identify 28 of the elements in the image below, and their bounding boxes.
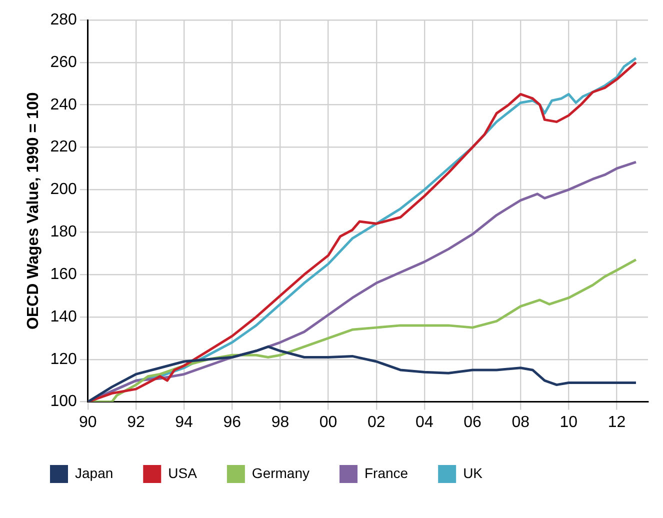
legend-label: Japan — [75, 464, 114, 481]
x-tick-label: 90 — [78, 414, 97, 431]
y-tick-label: 260 — [50, 54, 77, 71]
y-axis-title: OECD Wages Value, 1990 = 100 — [25, 92, 42, 330]
y-tick-label: 160 — [50, 266, 77, 283]
x-tick-label: 10 — [560, 414, 578, 431]
x-tick-label: 96 — [223, 414, 242, 431]
x-tick-label: 08 — [512, 414, 530, 431]
legend-label: France — [364, 464, 408, 481]
x-tick-label: 94 — [175, 414, 194, 431]
y-tick-label: 220 — [50, 138, 77, 156]
x-tick-label: 02 — [367, 414, 386, 431]
y-tick-label: 140 — [50, 308, 77, 326]
x-tick-label: 00 — [319, 414, 338, 431]
legend-label: Germany — [252, 464, 310, 481]
y-tick-label: 100 — [50, 393, 77, 410]
legend-label: UK — [463, 464, 484, 481]
x-tick-label: 12 — [608, 414, 626, 431]
x-tick-label: 98 — [271, 414, 290, 431]
y-tick-label: 240 — [50, 96, 77, 114]
x-tick-label: 04 — [416, 414, 434, 431]
x-tick-label: 92 — [127, 414, 145, 431]
y-tick-label: 200 — [50, 181, 77, 198]
legend-label: USA — [168, 464, 198, 481]
y-tick-label: 180 — [50, 224, 77, 241]
x-tick-label: 06 — [464, 414, 482, 431]
y-tick-label: 280 — [50, 11, 77, 28]
y-tick-label: 120 — [50, 350, 77, 368]
